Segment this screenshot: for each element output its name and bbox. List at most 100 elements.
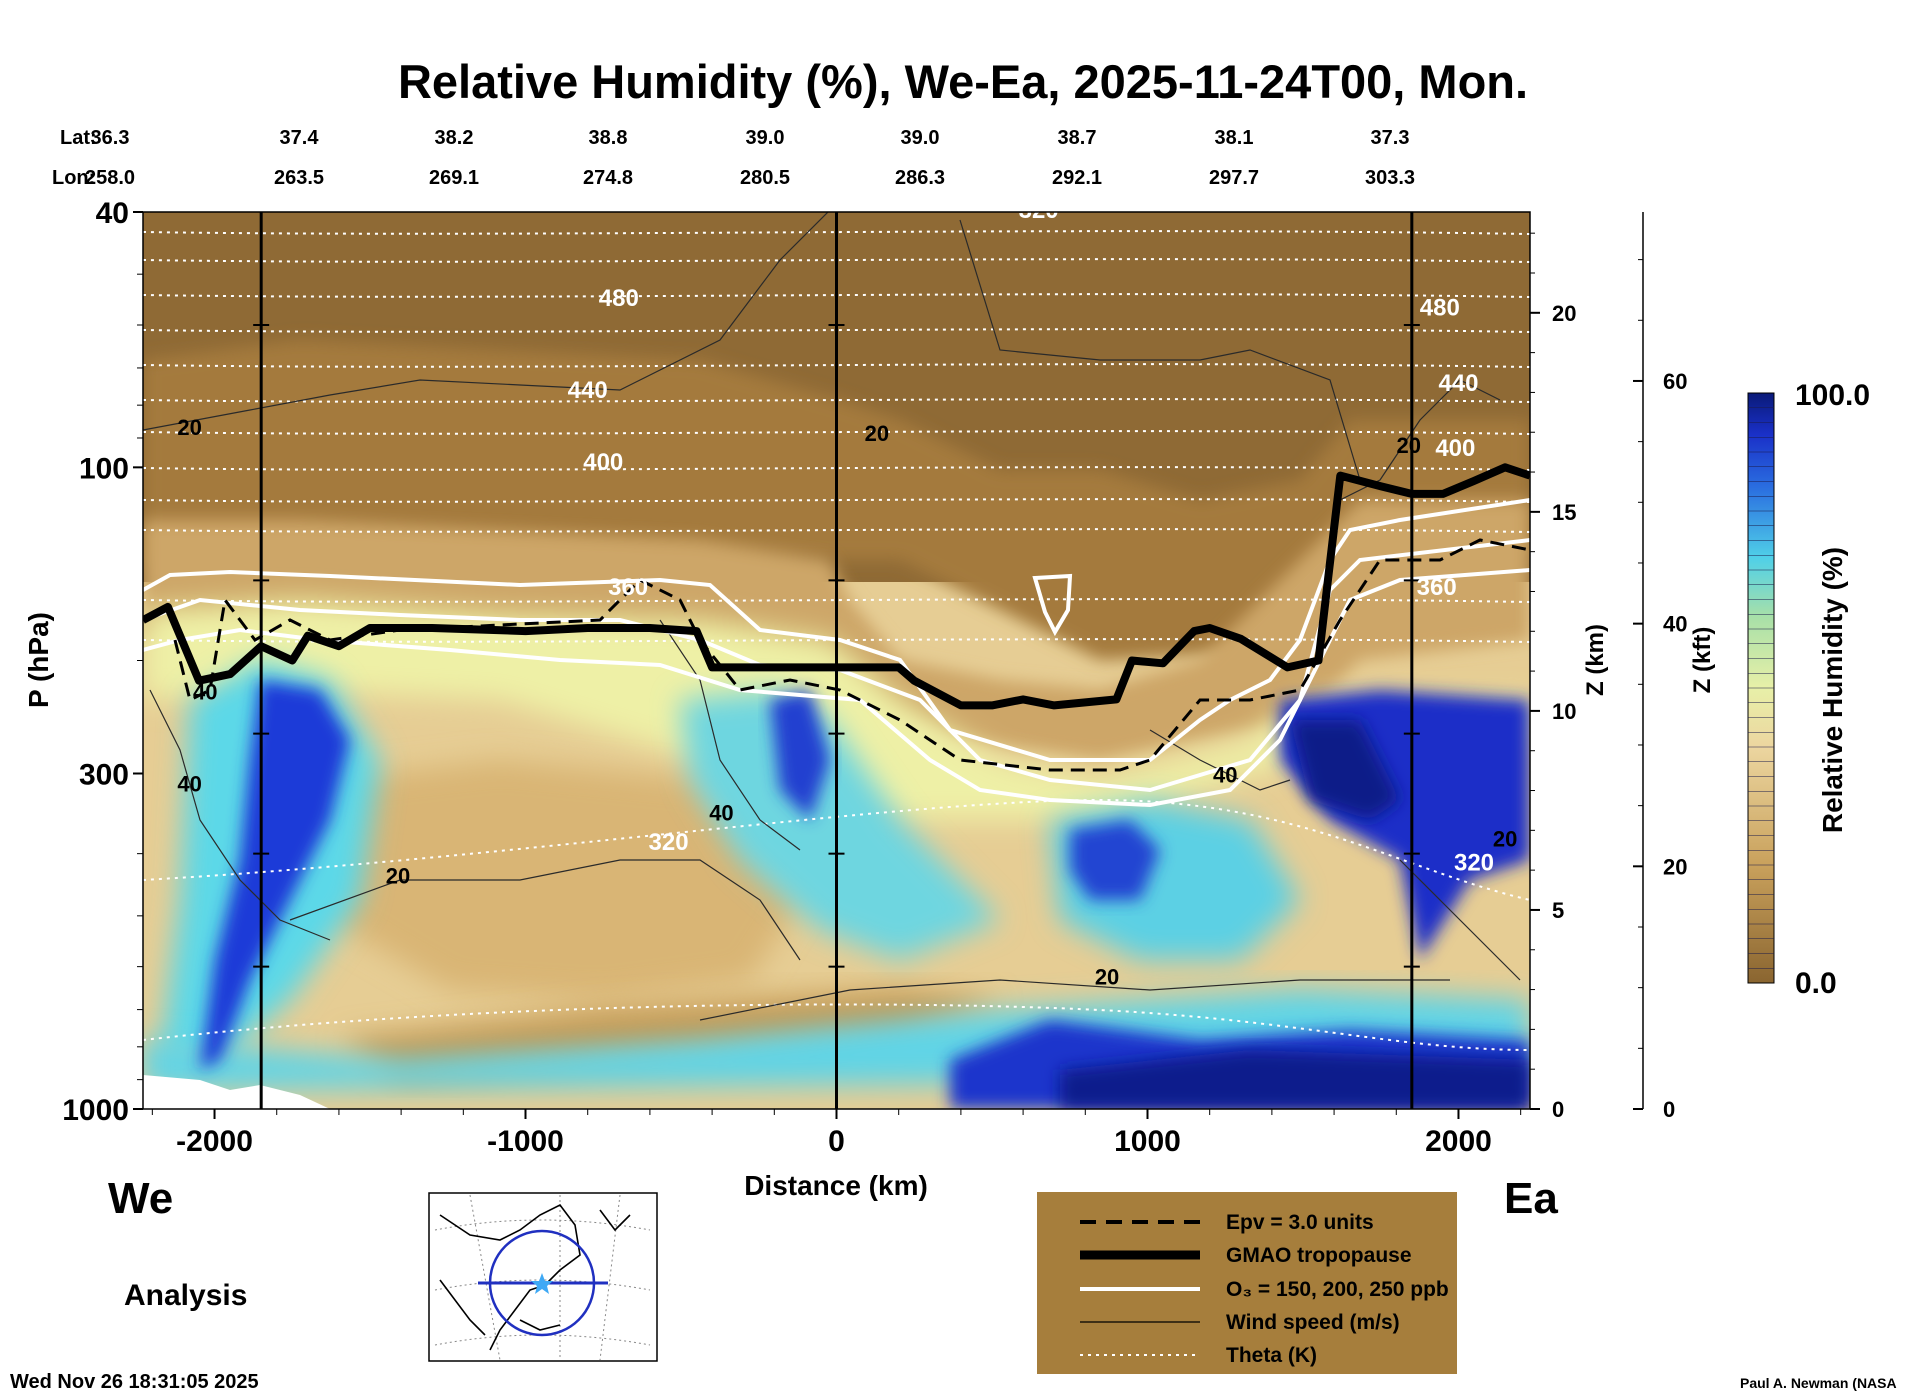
legend: Epv = 3.0 units GMAO tropopause O₃ = 150…	[1037, 1192, 1457, 1374]
legend-label-theta: Theta (K)	[1226, 1344, 1317, 1367]
lat-value: 37.3	[1371, 127, 1410, 149]
y-axis: 40 100 300 1000	[62, 197, 143, 1127]
lon-value: 286.3	[895, 167, 945, 189]
ozone-closed-contour	[1032, 573, 1073, 637]
theta-line	[143, 398, 1530, 403]
z-km-label: Z (km)	[1582, 624, 1609, 696]
z-kft-tick-label: 0	[1663, 1097, 1675, 1122]
legend-label-tropopause: GMAO tropopause	[1226, 1244, 1412, 1267]
lat-value: 38.1	[1215, 127, 1254, 149]
y-tick-label: 40	[96, 197, 129, 230]
east-label: Ea	[1504, 1174, 1558, 1223]
theta-line	[143, 598, 1530, 603]
lat-lon-header: Lat: Lon: 36.3 37.4 38.2 38.8 39.0 39.0 38.7 38…	[52, 127, 1415, 189]
lon-value: 280.5	[740, 167, 790, 189]
wind-contour-low	[699, 979, 1450, 1021]
z-kft-axis: 0 20 40 60	[1633, 212, 1687, 1122]
wind-label: 40	[709, 800, 733, 825]
lat-label: Lat:	[60, 127, 97, 149]
theta-labels: 480 440 400 360 320 320 480 440 400 360 320	[568, 197, 1494, 877]
lon-value: 274.8	[583, 167, 633, 189]
theta-line	[143, 1003, 1530, 1051]
wind-contour-upper-20	[143, 212, 829, 431]
theta-line	[143, 363, 1530, 368]
theta-line	[143, 430, 1530, 435]
wind-label: 40	[1213, 763, 1237, 788]
x-axis-label: Distance (km)	[744, 1170, 928, 1201]
heatmap-region-blue-west	[200, 680, 350, 1070]
lat-value: 38.8	[589, 127, 628, 149]
x-tick-label: 0	[828, 1125, 845, 1158]
theta-label: 320	[649, 829, 689, 856]
legend-label-wind: Wind speed (m/s)	[1226, 1311, 1400, 1334]
heatmap-region-blue-central	[770, 690, 830, 820]
inset-map-coastline	[439, 1203, 631, 1351]
legend-label-epv: Epv = 3.0 units	[1226, 1211, 1374, 1234]
wind-label: 20	[177, 415, 201, 440]
colorbar-title: Relative Humidity (%)	[1817, 547, 1848, 833]
theta-label: 480	[1420, 295, 1460, 322]
x-tick-label: -1000	[487, 1125, 564, 1158]
lat-value: 39.0	[901, 127, 940, 149]
wind-labels: 20 20 20 40 40 40 20 20 20 40	[177, 415, 1517, 990]
theta-line	[143, 258, 1530, 263]
wind-contour-mid-20	[289, 859, 801, 961]
theta-label: 480	[599, 285, 639, 312]
theta-label: 360	[1417, 574, 1457, 601]
wind-label: 40	[193, 679, 217, 704]
wind-label: 20	[1396, 433, 1420, 458]
y-tick-label: 1000	[62, 1094, 129, 1127]
lat-value: 38.2	[435, 127, 474, 149]
heatmap-region-navy-east	[1290, 720, 1400, 820]
colorbar-min-label: 0.0	[1795, 967, 1837, 1000]
z-kft-tick-label: 20	[1663, 854, 1687, 879]
lon-value: 297.7	[1209, 167, 1259, 189]
theta-line	[143, 498, 1530, 503]
lon-value: 292.1	[1052, 167, 1102, 189]
wind-label: 20	[1095, 965, 1119, 990]
x-tick-label: -2000	[176, 1125, 253, 1158]
lon-value: 303.3	[1365, 167, 1415, 189]
theta-line	[143, 328, 1530, 333]
wind-label: 20	[1493, 827, 1517, 852]
theta-label: 360	[608, 574, 648, 601]
lat-value: 38.7	[1058, 127, 1097, 149]
theta-label: 400	[583, 449, 623, 476]
theta-label: 320	[1019, 197, 1059, 224]
wind-contour-central-40	[659, 619, 801, 851]
wind-contour-east-low	[1399, 859, 1521, 981]
z-kft-tick-label: 60	[1663, 369, 1687, 394]
lon-value: 258.0	[85, 167, 135, 189]
z-km-tick-label: 0	[1552, 1097, 1564, 1122]
theta-line	[143, 528, 1530, 533]
lat-value: 36.3	[91, 127, 130, 149]
lat-value: 39.0	[746, 127, 785, 149]
colorbar-max-label: 100.0	[1795, 379, 1870, 412]
y-axis-label: P (hPa)	[23, 612, 54, 708]
wind-contour-east-20	[1339, 379, 1501, 501]
west-label: We	[108, 1174, 173, 1223]
theta-line	[143, 293, 1530, 298]
lon-value: 269.1	[429, 167, 479, 189]
wind-contours	[143, 212, 1521, 1021]
tropopause-line	[143, 463, 1530, 710]
theta-line	[143, 230, 1530, 235]
lon-label: Lon:	[52, 167, 95, 189]
wind-label: 20	[865, 421, 889, 446]
legend-label-ozone: O₃ = 150, 200, 250 ppb	[1226, 1278, 1449, 1301]
wind-label: 40	[177, 771, 201, 796]
z-km-tick-label: 5	[1552, 898, 1564, 923]
z-km-tick-label: 15	[1552, 500, 1576, 525]
z-km-tick-label: 20	[1552, 301, 1576, 326]
colorbar: 100.0 0.0 Relative Humidity (%)	[1747, 379, 1870, 1000]
lat-value: 37.4	[280, 127, 320, 149]
theta-line	[143, 798, 1530, 901]
wind-contour-mid-east-40	[1149, 729, 1291, 791]
lon-value: 263.5	[274, 167, 324, 189]
wind-contour-west-40	[149, 689, 331, 941]
theta-label: 440	[568, 377, 608, 404]
heatmap-region-mid-tan	[330, 760, 800, 1000]
timestamp: Wed Nov 26 18:31:05 2025	[10, 1371, 259, 1393]
